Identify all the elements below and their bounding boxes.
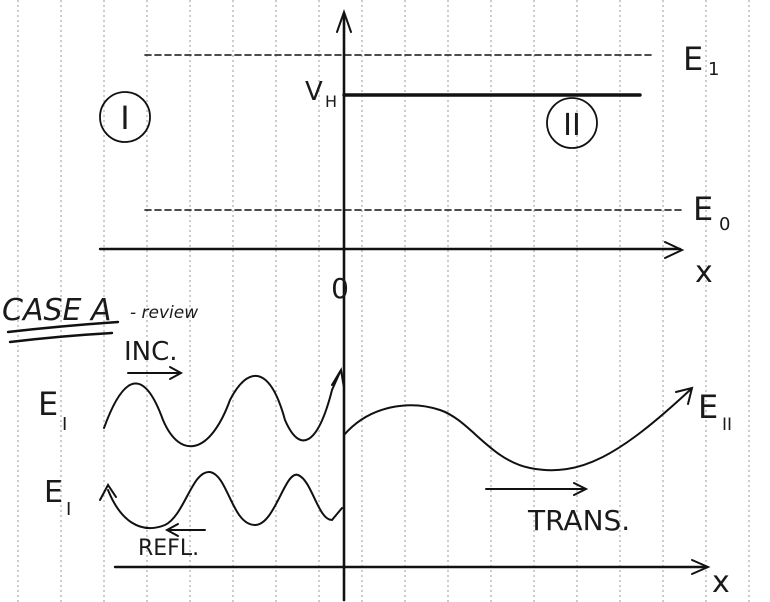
case-underline xyxy=(6,320,120,344)
incident-energy-label: E xyxy=(38,385,58,423)
incident-wave-arrowhead xyxy=(331,367,345,389)
e0-label: E xyxy=(693,190,713,228)
transmitted-wave xyxy=(343,389,691,472)
refl-label: REFL. xyxy=(138,536,199,561)
reflected-wave-arrowhead xyxy=(99,483,117,501)
e1-subscript: 1 xyxy=(708,59,719,80)
vh-label: V xyxy=(305,77,323,107)
reflected-energy-subscript: I xyxy=(66,499,71,520)
grid-lines xyxy=(17,0,750,602)
wave-diagram xyxy=(99,366,711,575)
case-heading: CASE A xyxy=(2,293,112,328)
top-x-label: x xyxy=(695,255,713,290)
trans-label: TRANS. xyxy=(527,504,630,537)
vh-subscript: H xyxy=(325,92,337,111)
transmitted-energy-label: E xyxy=(698,388,718,426)
transmitted-energy-subscript: II xyxy=(722,415,732,435)
case-note: - review xyxy=(130,303,198,323)
energy-axis-arrowhead xyxy=(336,8,352,33)
transmitted-wave-arrowhead xyxy=(675,386,694,405)
origin-label: 0 xyxy=(331,272,349,305)
incident-wave xyxy=(103,371,341,448)
inc-arrow xyxy=(127,366,184,380)
bottom-x-label: x xyxy=(712,565,730,600)
reflected-energy-label: E xyxy=(44,475,63,510)
trans-arrow xyxy=(485,482,589,496)
refl-arrow xyxy=(164,523,206,537)
e0-subscript: 0 xyxy=(719,214,730,235)
region-i-circle xyxy=(99,91,151,143)
e1-label: E xyxy=(683,40,703,78)
inc-label: INC. xyxy=(124,337,178,367)
region-ii-label: II xyxy=(563,108,581,143)
region-ii-circle xyxy=(546,97,598,149)
top-x-axis-arrowhead xyxy=(664,241,685,259)
region-i-label: I xyxy=(120,99,129,137)
potential-step-diagram xyxy=(98,8,686,602)
incident-energy-subscript: I xyxy=(62,414,67,435)
bottom-x-axis-arrowhead xyxy=(691,559,711,575)
reflected-wave xyxy=(107,470,343,530)
